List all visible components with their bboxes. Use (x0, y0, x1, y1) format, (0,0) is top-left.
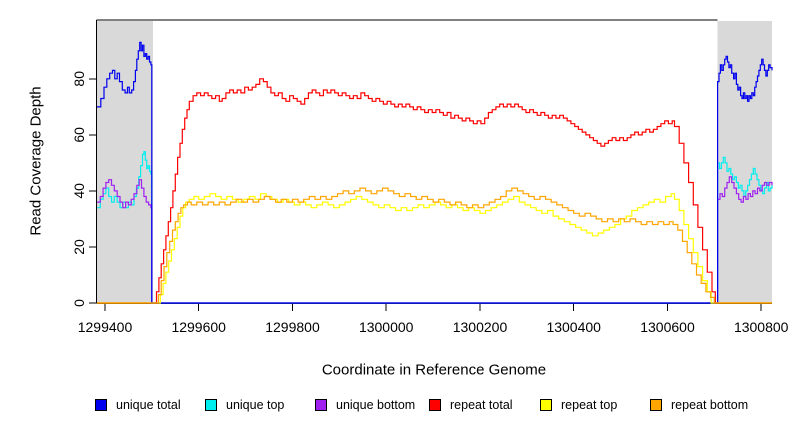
x-axis-tick-label: 1299600 (171, 319, 226, 335)
x-axis-tick-label: 1299800 (265, 319, 320, 335)
shaded-region (97, 21, 153, 303)
shaded-region (717, 21, 772, 303)
series-line-repeat-total (97, 78, 772, 304)
series-line-unique-top (97, 151, 773, 304)
y-axis-tick-label: 60 (71, 127, 87, 143)
series-line-repeat-top (97, 193, 772, 304)
y-axis-title: Read Coverage Depth (27, 86, 45, 236)
x-axis-tick-label: 1300400 (546, 319, 601, 335)
x-axis-tick-label: 1300000 (359, 319, 414, 335)
series-line-repeat-bottom (97, 187, 772, 304)
x-axis-title: Coordinate in Reference Genome (321, 361, 547, 379)
series-line-unique-bottom (97, 176, 773, 304)
series-line-unique-total (97, 41, 773, 304)
y-axis-tick-label: 20 (71, 239, 87, 255)
x-axis-tick-label: 1300800 (734, 319, 789, 335)
y-axis-tick-label: 40 (71, 183, 87, 199)
y-axis-tick-label: 80 (71, 71, 87, 87)
x-axis-tick-label: 1300200 (453, 319, 508, 335)
x-axis-tick-label: 1300600 (640, 319, 695, 335)
y-axis-tick-label: 0 (71, 299, 87, 307)
x-axis-tick-label: 1299400 (78, 319, 133, 335)
